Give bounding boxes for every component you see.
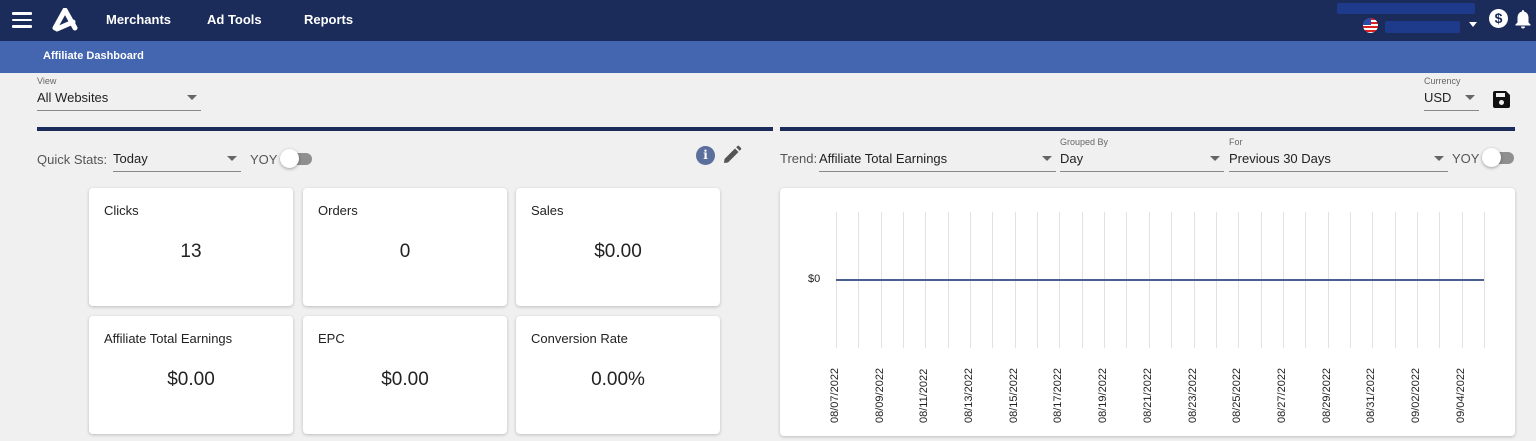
stat-card-orders: Orders 0 (303, 188, 507, 306)
for-label: For (1229, 137, 1243, 147)
top-navigation-bar: Merchants Ad Tools Reports $ (0, 0, 1536, 41)
chevron-down-icon[interactable] (1469, 22, 1477, 27)
stat-card-title: Orders (318, 203, 358, 218)
bell-icon[interactable] (1514, 9, 1532, 29)
trend-divider (780, 127, 1515, 131)
chevron-down-icon (1434, 156, 1444, 161)
chevron-down-icon (1210, 156, 1220, 161)
menu-icon[interactable] (12, 12, 32, 28)
trend-chart: $0 08/07/2022 08/09/2022 08/11/2022 08/13/2… (780, 188, 1515, 436)
account-name-redacted[interactable] (1337, 3, 1475, 14)
view-label: View (37, 76, 57, 86)
grouped-by-value: Day (1060, 151, 1084, 166)
currency-select[interactable]: USD (1424, 86, 1479, 111)
quick-stats-yoy-label: YOY (250, 152, 278, 167)
y-axis-tick-label: $0 (808, 273, 821, 285)
date-range-select[interactable]: Previous 30 Days (1229, 148, 1448, 172)
x-axis-tick-label: 08/25/2022 (1231, 367, 1244, 423)
quick-stats-period-value: Today (113, 151, 148, 166)
stat-card-value: 0.00% (591, 369, 645, 390)
x-axis-tick-label: 08/31/2022 (1365, 367, 1378, 423)
x-axis-tick-label: 08/09/2022 (873, 367, 886, 423)
us-flag-icon[interactable] (1363, 18, 1378, 33)
nav-merchants[interactable]: Merchants (106, 12, 172, 27)
page-header-bar: Affiliate Dashboard (0, 41, 1536, 73)
x-axis-tick-label: 08/17/2022 (1052, 367, 1065, 423)
x-axis-tick-label: 08/15/2022 (1007, 367, 1020, 423)
info-icon[interactable]: i (696, 146, 715, 165)
x-axis-tick-label: 09/02/2022 (1409, 367, 1422, 423)
toggle-thumb (1482, 148, 1501, 167)
trend-metric-value: Affiliate Total Earnings (819, 151, 948, 166)
x-axis-tick-label: 08/21/2022 (1141, 367, 1154, 423)
date-range-value: Previous 30 Days (1229, 151, 1331, 166)
nav-ad-tools[interactable]: Ad Tools (207, 12, 262, 27)
stat-card-title: Clicks (104, 203, 139, 218)
stat-card-affiliate-total-earnings: Affiliate Total Earnings $0.00 (89, 316, 293, 434)
stat-card-value: 0 (399, 241, 411, 262)
stat-card-epc: EPC $0.00 (303, 316, 507, 434)
x-axis-tick-label: 08/29/2022 (1320, 367, 1333, 423)
x-axis-tick-label: 08/27/2022 (1275, 367, 1288, 423)
save-icon[interactable] (1493, 91, 1510, 108)
view-select[interactable]: All Websites (37, 86, 201, 111)
stat-card-value: $0.00 (594, 241, 642, 262)
quick-stats-period-select[interactable]: Today (113, 148, 241, 172)
quick-stats-label: Quick Stats: (37, 152, 108, 167)
chevron-down-icon (1465, 95, 1475, 100)
stat-card-sales: Sales $0.00 (516, 188, 720, 306)
stat-card-title: Affiliate Total Earnings (104, 331, 233, 346)
earnings-series-line[interactable] (836, 279, 1484, 281)
toggle-thumb (280, 149, 299, 168)
view-select-value: All Websites (37, 90, 109, 105)
trend-metric-select[interactable]: Affiliate Total Earnings (819, 148, 1056, 172)
stat-card-value: 13 (180, 241, 202, 262)
stat-card-title: EPC (318, 331, 345, 346)
stat-card-value: $0.00 (167, 369, 215, 390)
quick-stats-yoy-toggle[interactable] (280, 149, 314, 168)
nav-reports[interactable]: Reports (304, 12, 354, 27)
stat-card-clicks: Clicks 13 (89, 188, 293, 306)
trend-yoy-label: YOY (1452, 151, 1480, 166)
account-id-redacted[interactable] (1385, 21, 1460, 33)
quick-stats-divider (37, 127, 773, 131)
chevron-down-icon (187, 95, 197, 100)
trend-yoy-toggle[interactable] (1482, 148, 1516, 167)
grouped-by-label: Grouped By (1060, 137, 1109, 147)
x-axis-tick-label: 08/07/2022 (829, 367, 841, 423)
logo-icon[interactable] (51, 8, 79, 32)
currency-select-value: USD (1424, 90, 1452, 105)
x-axis-tick-label: 08/19/2022 (1097, 367, 1110, 423)
pencil-icon[interactable] (722, 145, 742, 165)
chevron-down-icon (1042, 156, 1052, 161)
chevron-down-icon (227, 156, 237, 161)
chart-gridline (1484, 212, 1485, 348)
x-axis-tick-label: 09/04/2022 (1454, 367, 1467, 423)
grouped-by-select[interactable]: Day (1060, 148, 1224, 172)
stat-card-title: Sales (531, 203, 564, 218)
dollar-circle-icon[interactable]: $ (1489, 9, 1508, 28)
x-axis-tick-label: 08/11/2022 (918, 368, 931, 423)
stat-card-value: $0.00 (381, 369, 429, 390)
trend-label: Trend: (780, 151, 818, 166)
stat-card-conversion-rate: Conversion Rate 0.00% (516, 316, 720, 434)
x-axis-tick-label: 08/13/2022 (963, 367, 976, 423)
page-title: Affiliate Dashboard (43, 50, 144, 62)
stat-card-title: Conversion Rate (531, 331, 628, 346)
x-axis-tick-label: 08/23/2022 (1186, 367, 1199, 423)
currency-label: Currency (1424, 76, 1461, 86)
